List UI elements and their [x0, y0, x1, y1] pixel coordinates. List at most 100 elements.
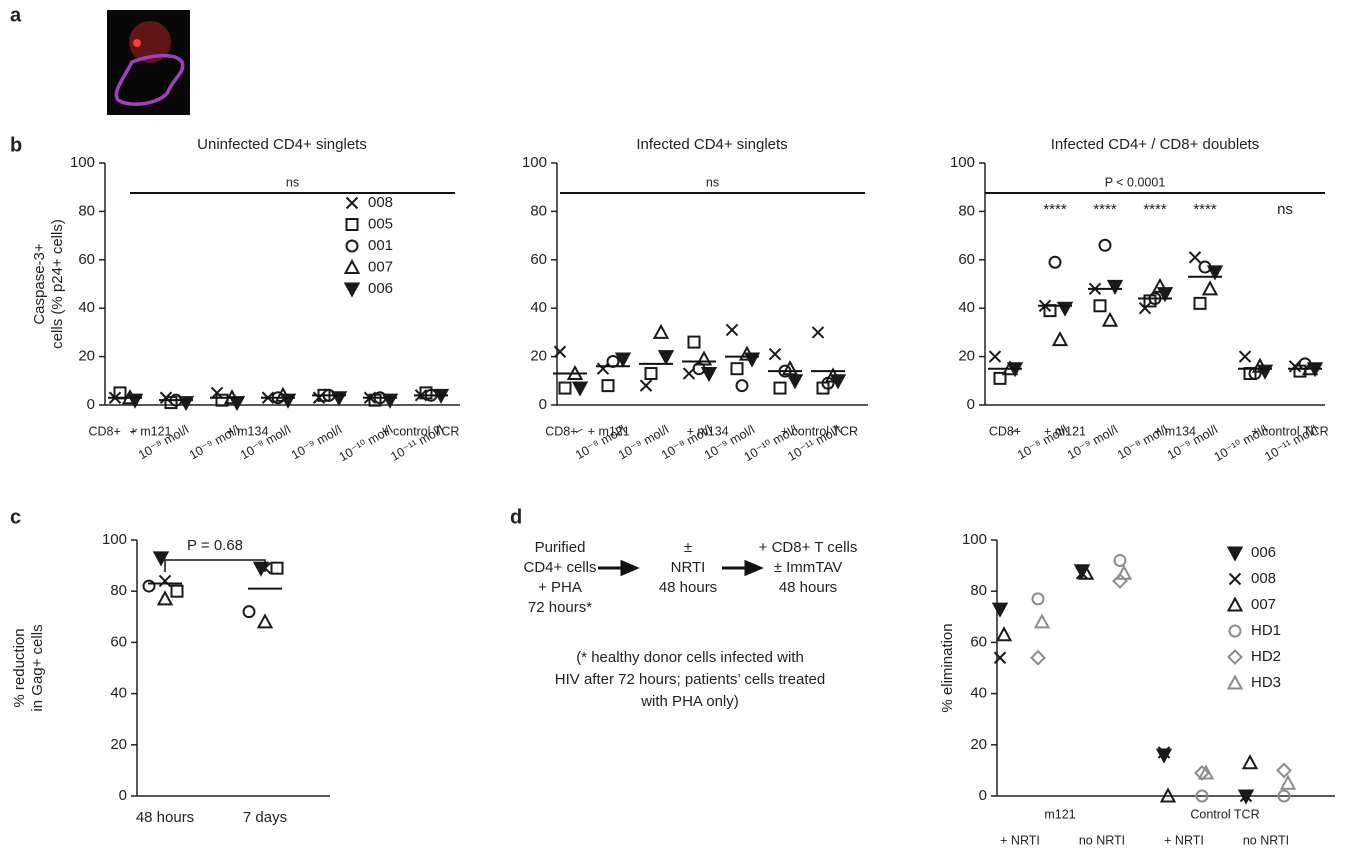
annotation: P = 0.68 — [187, 537, 243, 554]
marker — [256, 613, 274, 629]
marker — [1279, 774, 1297, 790]
y-tick-label: 20 — [958, 348, 975, 365]
marker — [644, 367, 658, 381]
y-tick-label: 100 — [70, 154, 95, 171]
marker — [558, 381, 572, 395]
y-tick-label: 40 — [958, 299, 975, 316]
marker — [1112, 573, 1128, 589]
x-tick-label: 10⁻⁹ mol/l — [289, 422, 344, 462]
marker — [988, 350, 1002, 363]
step-text: Purified — [535, 539, 586, 556]
x-tick-label: no NRTI — [1079, 833, 1125, 847]
membrane — [114, 53, 185, 106]
marker — [571, 381, 589, 397]
marker — [1101, 311, 1119, 327]
marker — [1226, 674, 1244, 690]
marker — [993, 371, 1007, 385]
y-axis-label: Caspase-3+ — [31, 243, 48, 325]
step-text: 48 hours — [779, 579, 837, 596]
y-axis-label: in Gag+ cells — [29, 624, 46, 711]
group-label: + m134 — [687, 424, 729, 438]
y-tick-label: 60 — [958, 251, 975, 268]
y-tick-label: 60 — [970, 633, 987, 650]
marker — [1226, 546, 1244, 562]
marker — [152, 551, 170, 567]
panel-label: b — [10, 134, 22, 156]
group-label: + control TCR — [382, 424, 459, 438]
y-tick-label: 80 — [78, 202, 95, 219]
marker — [270, 561, 284, 575]
marker — [1030, 649, 1046, 666]
marker — [1197, 764, 1215, 780]
marker — [1048, 255, 1062, 269]
step-text: 48 hours — [659, 579, 717, 596]
step-text: 72 hours* — [528, 599, 592, 616]
marker — [142, 579, 156, 593]
step-text: + CD8+ T cells — [759, 539, 858, 556]
y-axis-label: cells (% p24+ cells) — [49, 219, 66, 349]
marker — [170, 584, 184, 598]
group-label: + control TCR — [1251, 424, 1328, 438]
marker — [156, 590, 174, 606]
flow-diagram — [598, 559, 764, 577]
legend-label: 001 — [368, 237, 393, 254]
marker — [829, 374, 847, 390]
marker — [773, 381, 787, 395]
group-label: + m134 — [226, 424, 268, 438]
marker — [1106, 279, 1124, 296]
marker — [343, 258, 361, 274]
marker — [781, 360, 799, 376]
y-tick-label: 40 — [78, 299, 95, 316]
y-tick-label: 20 — [110, 736, 127, 753]
marker — [1113, 553, 1127, 567]
arrow — [598, 559, 640, 577]
marker — [1228, 624, 1242, 638]
marker — [786, 374, 804, 390]
marker — [1077, 564, 1095, 580]
marker — [1051, 331, 1069, 347]
marker — [1031, 592, 1045, 606]
marker — [1159, 787, 1177, 803]
legend-label: 008 — [1251, 570, 1276, 587]
marker — [345, 239, 359, 253]
marker — [158, 574, 172, 588]
marker — [1241, 754, 1259, 770]
marker — [614, 352, 632, 368]
y-tick-label: 40 — [970, 685, 987, 702]
cell — [129, 21, 171, 63]
spot — [133, 39, 141, 47]
step-text: ± — [684, 539, 692, 556]
group-label: + m121 — [1044, 424, 1086, 438]
legend-label: 005 — [368, 215, 393, 232]
y-tick-label: 40 — [530, 299, 547, 316]
y-tick-label: 100 — [962, 531, 987, 548]
footnote: (* healthy donor cells infected with — [576, 649, 804, 666]
y-tick-label: 80 — [530, 202, 547, 219]
group-label: CD8+ — [989, 424, 1021, 438]
marker — [1238, 350, 1252, 363]
category-annotation: **** — [1043, 201, 1067, 218]
group-label: CD8+ — [88, 424, 120, 438]
legend-label: HD2 — [1251, 648, 1281, 665]
y-tick-label: 60 — [110, 633, 127, 650]
marker — [601, 379, 615, 393]
marker — [768, 347, 782, 361]
marker — [735, 379, 749, 393]
marker — [596, 362, 610, 375]
y-tick-label: 20 — [970, 736, 987, 753]
marker — [991, 602, 1009, 618]
y-tick-label: 100 — [950, 154, 975, 171]
group-label: + m121 — [129, 424, 171, 438]
y-tick-label: 0 — [119, 787, 127, 804]
marker — [995, 626, 1013, 642]
marker — [242, 605, 256, 619]
group-label: CD8+ — [545, 424, 577, 438]
chart-title: Infected CD4+ / CD8+ doublets — [1051, 136, 1259, 153]
bracket — [164, 559, 266, 572]
y-tick-label: 40 — [110, 685, 127, 702]
legend-label: 007 — [368, 258, 393, 275]
marker — [1277, 789, 1291, 803]
marker — [687, 335, 701, 349]
y-tick-label: 0 — [539, 396, 547, 413]
annotation: ns — [706, 175, 719, 189]
